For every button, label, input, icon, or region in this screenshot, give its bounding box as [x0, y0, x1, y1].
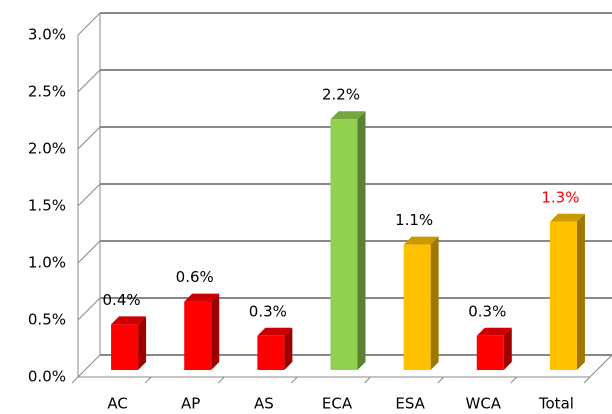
x-tick — [510, 376, 518, 384]
bar-front — [257, 335, 285, 370]
floor-right — [589, 354, 612, 378]
data-label: 1.1% — [395, 211, 433, 229]
bar — [549, 213, 585, 370]
bar-front — [111, 324, 139, 370]
bar-top — [111, 316, 147, 325]
x-tick-label: WCA — [465, 395, 501, 413]
grid-line — [77, 354, 101, 378]
bar-side — [503, 327, 512, 370]
y-tick-label: 2.0% — [28, 140, 66, 158]
data-label: 0.3% — [468, 302, 506, 320]
grid-line — [77, 126, 101, 150]
data-label: 0.4% — [103, 291, 141, 309]
bar — [111, 316, 147, 370]
y-tick-label: 3.0% — [28, 26, 66, 44]
grid-line — [77, 297, 101, 321]
y-tick-label: 1.5% — [28, 197, 66, 215]
bar-side — [138, 316, 147, 370]
bar-side — [576, 213, 585, 370]
x-tick-label: ECA — [322, 395, 353, 413]
y-tick-label: 0.0% — [28, 368, 66, 386]
x-tick-label: AC — [107, 395, 127, 413]
bar-top — [549, 213, 585, 222]
x-tick — [583, 376, 591, 384]
bar — [476, 327, 512, 370]
x-tick — [364, 376, 371, 384]
x-tick-label: ESA — [395, 395, 425, 413]
x-tick — [291, 376, 298, 384]
bar-front — [403, 244, 431, 370]
bar-top — [330, 111, 366, 120]
bar-front — [330, 119, 358, 370]
y-tick-label: 2.5% — [28, 83, 66, 101]
x-tick — [437, 376, 445, 384]
bar-side — [357, 111, 366, 370]
grid-line — [77, 183, 101, 207]
bar-side — [430, 236, 439, 370]
data-label: 0.6% — [176, 268, 214, 286]
grid-line — [77, 240, 101, 264]
x-tick — [71, 376, 79, 384]
data-label: 1.3% — [541, 188, 579, 206]
bar-top — [184, 293, 220, 302]
bar — [403, 236, 439, 370]
bar-side — [284, 327, 293, 370]
bar-top — [403, 236, 439, 245]
bar — [257, 327, 293, 370]
bar-front — [549, 221, 577, 370]
x-tick-label: AS — [254, 395, 274, 413]
grid-line — [77, 69, 101, 93]
x-tick — [144, 376, 152, 384]
bar-front — [184, 301, 212, 370]
bar-top — [257, 327, 293, 336]
y-tick-label: 0.5% — [28, 311, 66, 329]
bar-top — [476, 327, 512, 336]
x-tick-label: AP — [181, 395, 200, 413]
bar — [330, 111, 366, 370]
x-tick — [217, 376, 225, 384]
y-tick-label: 1.0% — [28, 254, 66, 272]
grid-line — [77, 12, 101, 36]
bar — [184, 293, 220, 370]
data-label: 2.2% — [322, 86, 360, 104]
bar-side — [211, 293, 220, 370]
data-label: 0.3% — [249, 302, 287, 320]
bar-front — [476, 335, 504, 370]
x-tick-label: Total — [538, 395, 574, 413]
